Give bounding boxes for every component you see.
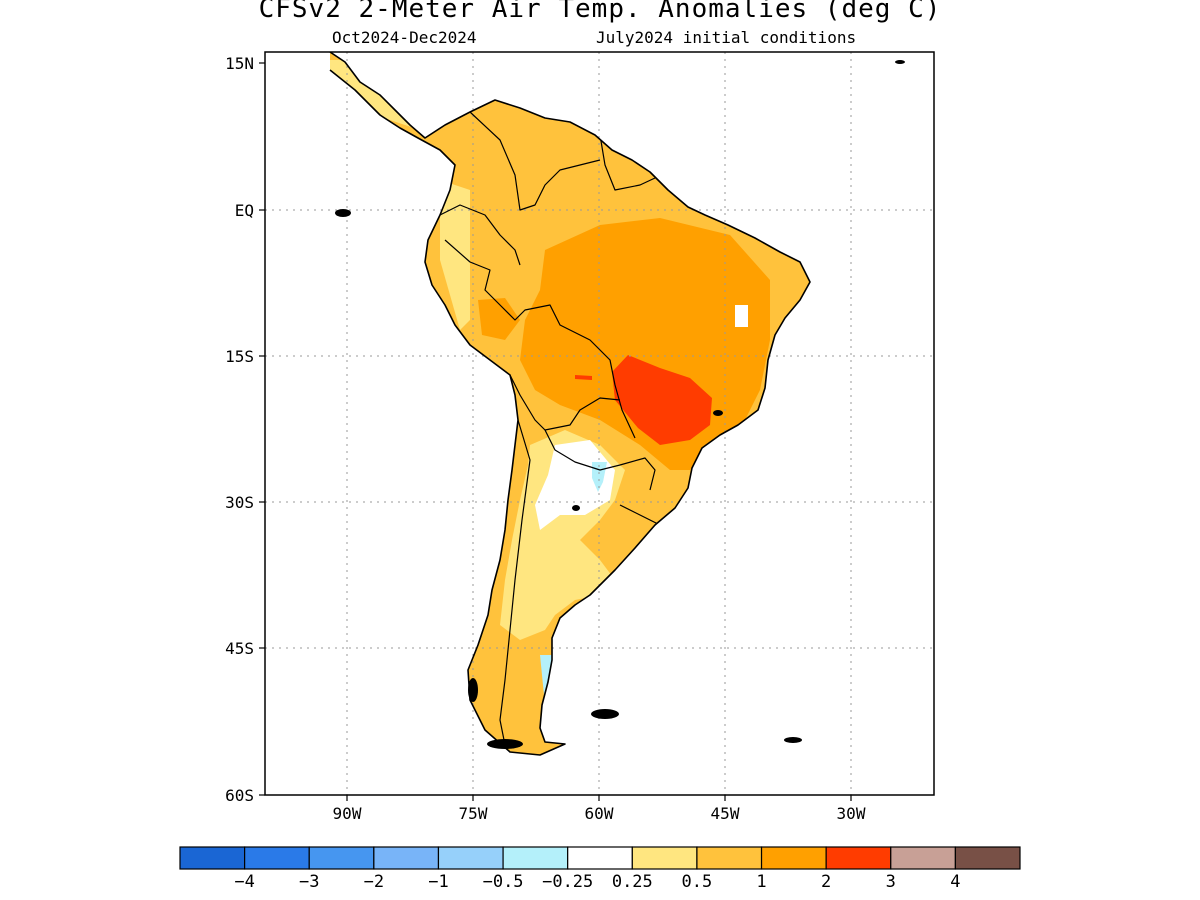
anomaly-2-to-3-area — [612, 355, 712, 445]
lon-label-75w: 75W — [459, 804, 488, 823]
colorbar-label: 4 — [950, 872, 960, 892]
lat-label-30s: 30S — [225, 493, 254, 512]
lat-labels: 15N EQ 15S 30S 45S 60S — [225, 54, 254, 805]
colorbar-label: −0.5 — [483, 872, 524, 892]
lon-label-30w: 30W — [837, 804, 866, 823]
colorbar-swatch — [696, 846, 763, 870]
lat-label-60s: 60S — [225, 786, 254, 805]
forecast-period: Oct2024-Dec2024 — [332, 28, 477, 47]
coastlines — [329, 52, 811, 756]
colorbar-swatch — [890, 846, 956, 870]
colorbar-swatch — [567, 846, 633, 870]
country-borders — [439, 111, 661, 746]
near-normal-spot — [735, 305, 748, 327]
axis-ticks — [259, 62, 852, 801]
colorbar-label: −2 — [364, 872, 384, 892]
colorbar-label: −3 — [299, 872, 319, 892]
anomaly-2-to-3-spot — [575, 375, 592, 380]
colorbar-swatch — [308, 846, 375, 870]
colorbar-swatch — [373, 846, 440, 870]
colorbar-swatch — [179, 846, 246, 870]
colorbar-swatch — [825, 846, 892, 870]
colorbar-label: 3 — [886, 872, 896, 892]
map-title: CFSv2 2-Meter Air Temp. Anomalies (deg C… — [258, 0, 942, 24]
anomaly-0.25-to-0.5-area-andes — [440, 180, 470, 330]
colorbar-label: 1 — [756, 872, 766, 892]
colorbar-label: 0.25 — [612, 872, 653, 892]
colorbar-label: −4 — [234, 872, 254, 892]
lon-label-45w: 45W — [711, 804, 740, 823]
colorbar-swatch — [502, 846, 569, 870]
colorbar-label: −1 — [428, 872, 448, 892]
colorbar-swatch — [631, 846, 698, 870]
lon-labels: 90W 75W 60W 45W 30W — [333, 804, 866, 823]
colorbar-label: 0.5 — [682, 872, 713, 892]
lon-label-90w: 90W — [333, 804, 362, 823]
lat-label-eq: EQ — [235, 201, 254, 220]
initial-conditions: July2024 initial conditions — [596, 28, 857, 47]
lat-label-45s: 45S — [225, 639, 254, 658]
lat-label-15n: 15N — [225, 54, 254, 73]
graticule — [265, 52, 934, 795]
color-legend: −4 −3 −2 −1 −0.5 −0.25 0.25 0.5 1 2 3 4 — [179, 846, 1021, 892]
colorbar-swatch — [437, 846, 504, 870]
colorbar-label: 2 — [821, 872, 831, 892]
colorbar-swatch — [954, 846, 1021, 870]
colorbar-swatch — [760, 846, 827, 870]
lat-label-15s: 15S — [225, 347, 254, 366]
colorbar-label: −0.25 — [542, 872, 593, 892]
anomaly-1-to-2-area-peru — [478, 298, 520, 340]
lon-label-60w: 60W — [585, 804, 614, 823]
colorbar-swatch — [244, 846, 310, 870]
islands — [335, 60, 905, 749]
